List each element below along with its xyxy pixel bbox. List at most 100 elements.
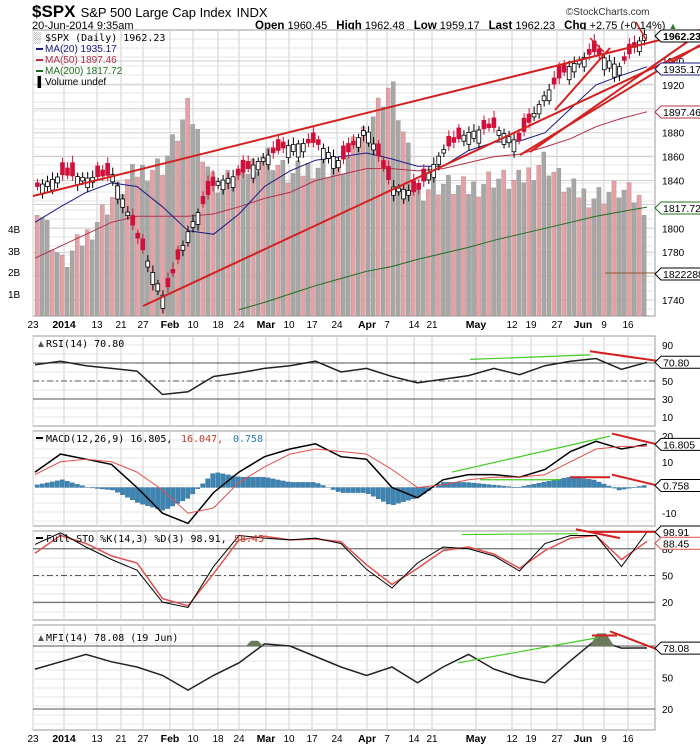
last-price-tag: 1962.23	[663, 31, 700, 43]
volume-bar	[215, 192, 220, 317]
trendline	[32, 29, 700, 197]
candle	[80, 176, 85, 182]
candle	[270, 147, 276, 154]
volume-bar	[616, 197, 622, 317]
y-tick-label: 10	[662, 458, 674, 469]
candle	[130, 215, 136, 226]
volume-bar	[310, 178, 316, 317]
macd-histogram-bar	[621, 487, 627, 490]
x-axis-label: 10	[283, 320, 295, 331]
sto-d-tag: 88.45	[663, 538, 689, 550]
macd-histogram-bar	[641, 485, 647, 488]
y-tick-label: 50	[662, 674, 674, 685]
legend-item: MA(20) 1935.17	[45, 44, 117, 55]
volume-bar	[210, 171, 215, 317]
macd-histogram-bar	[571, 477, 577, 488]
last-price-tag-box	[654, 29, 700, 43]
x-axis-label: 27	[551, 320, 563, 331]
volume-bar	[175, 140, 180, 317]
candle	[150, 272, 156, 285]
sto-d-legend: 88.45	[234, 534, 264, 545]
candle	[456, 127, 462, 140]
macd-histogram-bar	[190, 487, 196, 495]
watermark: ©StockCharts.com	[566, 7, 650, 18]
volume-bar	[486, 171, 491, 317]
macd-histogram-bar	[49, 481, 55, 488]
volume-bar	[401, 131, 406, 317]
macd-histogram-bar	[285, 481, 291, 488]
candle	[531, 112, 537, 118]
ma50-tag-box	[654, 105, 700, 119]
volume-bar	[105, 214, 110, 317]
candle	[461, 134, 467, 142]
x-axis-label: 12	[506, 734, 518, 745]
candle	[441, 149, 447, 154]
candle	[336, 160, 341, 169]
candle	[290, 143, 296, 152]
volume-bar	[320, 159, 326, 317]
volume-bar	[150, 169, 155, 317]
volume-bar	[130, 164, 135, 317]
up-triangle-icon: ▲	[668, 21, 678, 31]
volume-bar	[300, 175, 306, 317]
x-axis-label: 23	[27, 734, 39, 745]
volume-bar	[340, 174, 346, 317]
macd-histogram-bar	[556, 478, 562, 488]
macd-histogram-bar	[365, 487, 371, 494]
sto-pane: 80 50 20 Full STO %K(14,3) %D(3) 98.91, 88.4…	[32, 525, 700, 621]
ma20-tag-box	[654, 62, 700, 76]
divergence-line	[575, 528, 621, 540]
candle	[120, 198, 125, 208]
macd-histogram-bar	[230, 475, 236, 488]
macd-histogram-bar	[551, 479, 557, 488]
x-axis-label: 18	[212, 320, 224, 331]
volume-bar	[205, 166, 210, 317]
macd-histogram-bar	[310, 482, 316, 488]
y-tick-label: 1880	[662, 129, 685, 140]
volume-bar	[135, 176, 140, 317]
candle	[280, 141, 286, 149]
exchange: INDX	[236, 5, 268, 20]
volume-bar	[531, 180, 536, 317]
candle	[60, 162, 65, 176]
macd-histogram-bar	[536, 483, 542, 488]
volume-bar	[245, 173, 251, 317]
macd-histogram-bar	[115, 487, 120, 493]
candle	[275, 139, 281, 151]
volume-bar	[335, 160, 341, 317]
macd-histogram-bar	[315, 483, 321, 488]
macd-histogram-bar	[496, 485, 502, 488]
candle	[205, 180, 211, 195]
x-axis-label: 10	[187, 734, 199, 745]
symbol: $SPX	[32, 2, 76, 21]
last-value: 1962.23	[515, 20, 556, 32]
candle	[581, 56, 587, 68]
divergence-line	[457, 637, 599, 664]
volume-bar	[59, 254, 65, 317]
volume-bar	[631, 202, 637, 317]
macd-histogram-bar	[79, 485, 85, 488]
volume-tag-box	[654, 267, 700, 281]
candle	[622, 56, 627, 61]
candle	[165, 277, 171, 288]
timestamp: 20-Jun-2014 9:35am	[32, 20, 134, 32]
volume-bar	[275, 165, 281, 317]
macd-histogram-bar	[601, 483, 607, 488]
volume-bar	[516, 169, 521, 317]
candle	[155, 283, 161, 292]
candle	[305, 138, 311, 144]
macd-histogram-bar	[255, 477, 261, 488]
ma200-line	[238, 206, 648, 311]
candle	[416, 182, 421, 190]
macd-histogram-bar	[330, 487, 336, 490]
macd-histogram-bar	[355, 487, 361, 493]
macd-histogram-bar	[446, 482, 451, 488]
macd-histogram-bar	[170, 487, 176, 507]
candle	[35, 182, 40, 187]
macd-histogram-bar	[636, 486, 642, 488]
volume-bar	[496, 178, 501, 317]
trendline	[142, 45, 700, 307]
macd-histogram-bar	[596, 481, 602, 488]
